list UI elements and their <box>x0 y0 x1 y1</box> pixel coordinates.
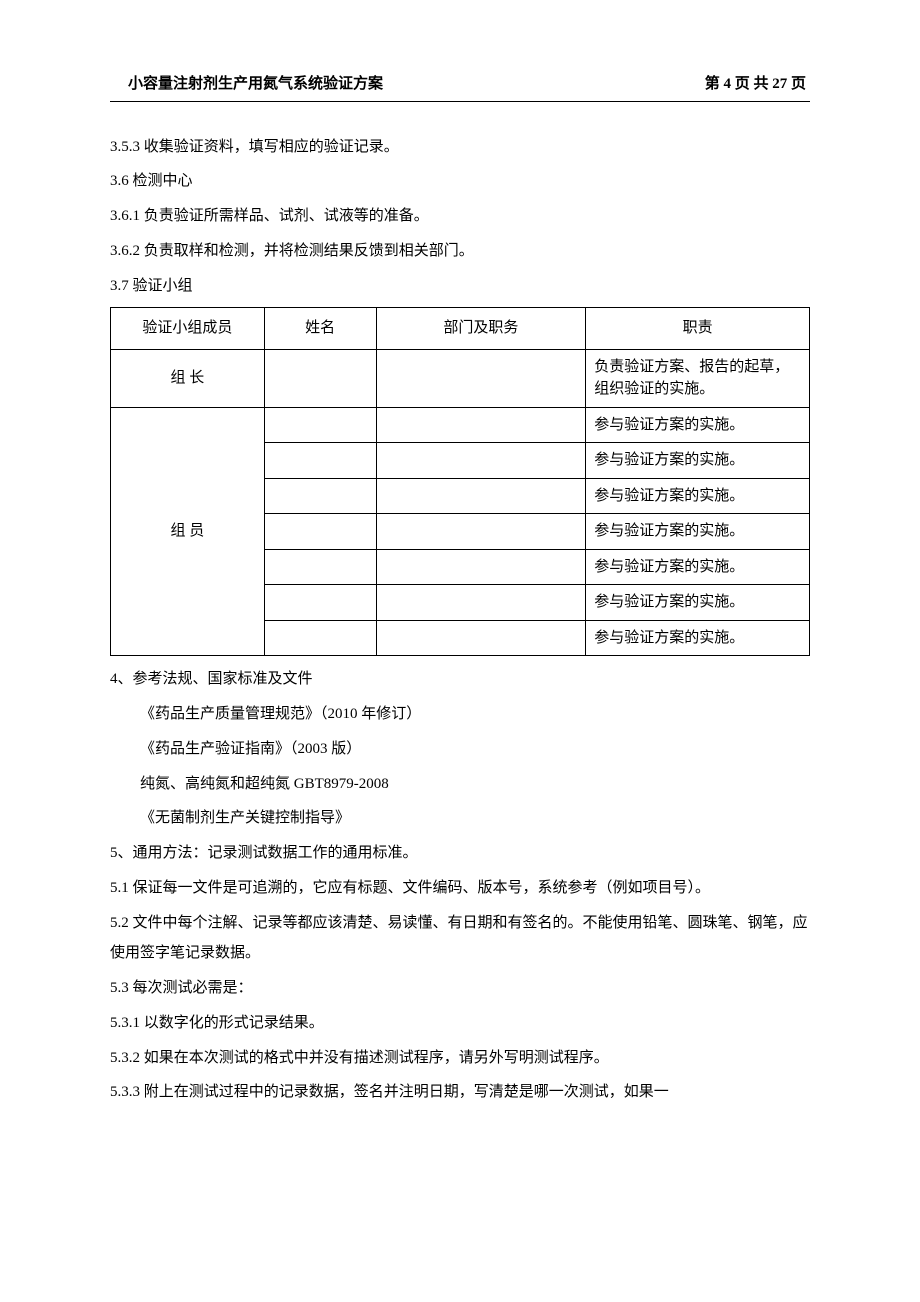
member-duty: 参与验证方案的实施。 <box>586 443 810 479</box>
leader-name <box>264 349 376 407</box>
member-duty: 参与验证方案的实施。 <box>586 478 810 514</box>
ref-3: 纯氮、高纯氮和超纯氮 GBT8979-2008 <box>110 769 810 800</box>
para-51: 5.1 保证每一文件是可追溯的，它应有标题、文件编码、版本号，系统参考（例如项目… <box>110 873 810 904</box>
para-532: 5.3.2 如果在本次测试的格式中并没有描述测试程序，请另外写明测试程序。 <box>110 1043 810 1074</box>
ref-2: 《药品生产验证指南》（2003 版） <box>110 734 810 765</box>
member-name <box>264 620 376 656</box>
member-role: 组 员 <box>111 407 265 656</box>
para-353: 3.5.3 收集验证资料，填写相应的验证记录。 <box>110 132 810 163</box>
para-52: 5.2 文件中每个注解、记录等都应该清楚、易读懂、有日期和有签名的。不能使用铅笔… <box>110 908 810 970</box>
th-dept: 部门及职务 <box>376 308 586 350</box>
para-4: 4、参考法规、国家标准及文件 <box>110 664 810 695</box>
page-header: 小容量注射剂生产用氮气系统验证方案 第 4 页 共 27 页 <box>110 70 810 102</box>
ref-4: 《无菌制剂生产关键控制指导》 <box>110 803 810 834</box>
member-duty: 参与验证方案的实施。 <box>586 585 810 621</box>
member-dept <box>376 620 586 656</box>
member-name <box>264 549 376 585</box>
para-37: 3.7 验证小组 <box>110 271 810 302</box>
th-name: 姓名 <box>264 308 376 350</box>
th-role: 验证小组成员 <box>111 308 265 350</box>
member-dept <box>376 585 586 621</box>
header-page: 第 4 页 共 27 页 <box>705 70 810 99</box>
member-duty: 参与验证方案的实施。 <box>586 549 810 585</box>
member-dept <box>376 407 586 443</box>
member-duty: 参与验证方案的实施。 <box>586 407 810 443</box>
member-name <box>264 585 376 621</box>
leader-duty: 负责验证方案、报告的起草，组织验证的实施。 <box>586 349 810 407</box>
header-title: 小容量注射剂生产用氮气系统验证方案 <box>110 70 383 99</box>
member-duty: 参与验证方案的实施。 <box>586 620 810 656</box>
member-dept <box>376 514 586 550</box>
leader-role: 组 长 <box>111 349 265 407</box>
validation-team-table: 验证小组成员 姓名 部门及职务 职责 组 长 负责验证方案、报告的起草，组织验证… <box>110 307 810 656</box>
table-header-row: 验证小组成员 姓名 部门及职务 职责 <box>111 308 810 350</box>
member-dept <box>376 443 586 479</box>
th-duty: 职责 <box>586 308 810 350</box>
member-name <box>264 514 376 550</box>
para-5: 5、通用方法：记录测试数据工作的通用标准。 <box>110 838 810 869</box>
member-dept <box>376 549 586 585</box>
member-dept <box>376 478 586 514</box>
para-531: 5.3.1 以数字化的形式记录结果。 <box>110 1008 810 1039</box>
table-row: 组 长 负责验证方案、报告的起草，组织验证的实施。 <box>111 349 810 407</box>
para-361: 3.6.1 负责验证所需样品、试剂、试液等的准备。 <box>110 201 810 232</box>
member-duty: 参与验证方案的实施。 <box>586 514 810 550</box>
document-body: 3.5.3 收集验证资料，填写相应的验证记录。 3.6 检测中心 3.6.1 负… <box>110 132 810 1109</box>
para-362: 3.6.2 负责取样和检测，并将检测结果反馈到相关部门。 <box>110 236 810 267</box>
ref-1: 《药品生产质量管理规范》（2010 年修订） <box>110 699 810 730</box>
member-name <box>264 443 376 479</box>
leader-dept <box>376 349 586 407</box>
table-row: 组 员参与验证方案的实施。 <box>111 407 810 443</box>
para-533: 5.3.3 附上在测试过程中的记录数据，签名并注明日期，写清楚是哪一次测试，如果… <box>110 1077 810 1108</box>
para-53: 5.3 每次测试必需是： <box>110 973 810 1004</box>
member-name <box>264 407 376 443</box>
member-name <box>264 478 376 514</box>
para-36: 3.6 检测中心 <box>110 166 810 197</box>
